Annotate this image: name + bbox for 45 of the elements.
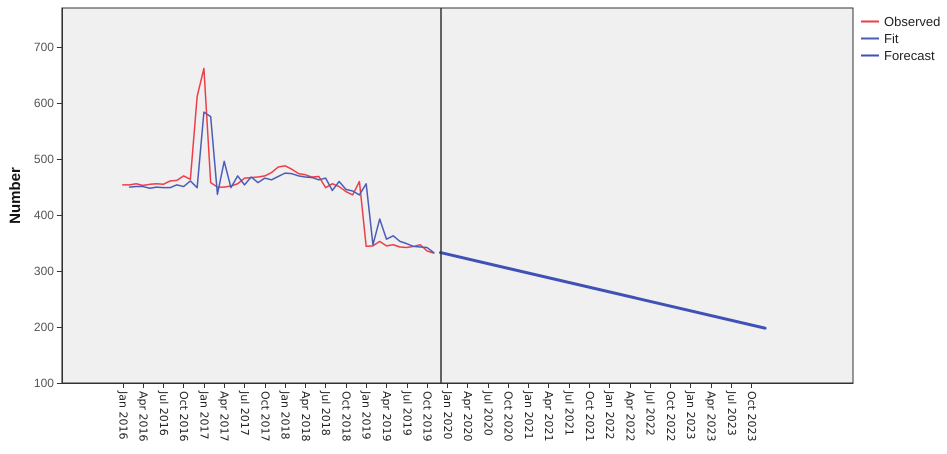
y-tick-label: 400 [34,208,54,222]
x-tick-label: Jul 2022 [644,390,657,436]
x-tick-label: Oct 2023 [745,391,758,442]
x-tick-label: Apr 2020 [461,391,474,442]
y-tick-label: 500 [34,152,54,166]
y-tick-label: 100 [34,376,54,390]
x-tick-label: Jul 2016 [156,390,170,436]
x-tick-label: Jan 2019 [360,390,373,440]
x-tick-label: Apr 2022 [623,391,636,442]
y-tick-label: 700 [34,40,54,54]
y-tick-label: 600 [34,96,54,110]
x-tick-label: Jul 2018 [319,390,332,436]
x-tick-label: Oct 2017 [258,391,272,442]
x-tick-label: Oct 2021 [582,391,596,442]
x-tick-label: Oct 2020 [502,391,515,442]
x-tick-label: Oct 2016 [177,391,190,442]
y-axis-title: Number [7,167,24,224]
x-tick-label: Apr 2021 [542,391,556,442]
x-tick-label: Jan 2020 [440,390,454,440]
y-tick-label: 200 [34,320,54,334]
x-tick-label: Jul 2020 [481,390,494,436]
x-tick-label: Oct 2019 [420,391,434,442]
x-tick-label: Jan 2018 [278,390,292,440]
y-tick-label: 300 [34,264,54,278]
legend-label: Forecast [884,48,935,63]
x-tick-label: Apr 2016 [136,391,150,442]
x-tick-label: Jan 2023 [684,390,698,440]
x-tick-label: Apr 2019 [380,391,393,442]
x-tick-label: Jul 2023 [724,390,738,436]
x-tick-label: Oct 2018 [339,391,352,442]
x-tick-label: Jan 2021 [522,390,535,440]
x-tick-label: Jan 2017 [197,390,210,440]
line-series [122,68,435,254]
legend-label: Fit [884,31,899,46]
x-tick-label: Jul 2017 [238,390,251,436]
x-tick-label: Apr 2023 [704,391,718,442]
legend-label: Observed [884,14,940,29]
x-tick-label: Apr 2018 [298,391,312,442]
x-tick-label: Oct 2022 [664,391,677,442]
line-series [128,111,435,254]
x-tick-label: Jan 2022 [603,390,616,440]
x-tick-label: Apr 2017 [218,391,231,442]
x-tick-label: Jan 2016 [116,390,130,440]
x-tick-label: Jul 2021 [562,390,576,436]
x-tick-label: Jul 2019 [400,390,414,436]
